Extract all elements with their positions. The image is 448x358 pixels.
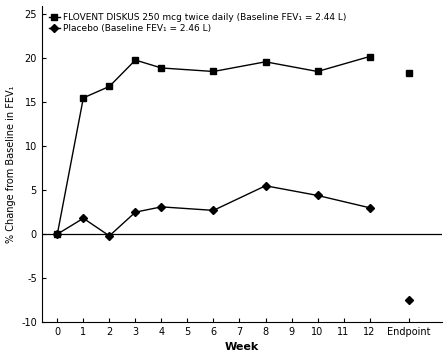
- Placebo (Baseline FEV₁ = 2.46 L): [315, 193, 320, 198]
- Legend: FLOVENT DISKUS 250 mcg twice daily (Baseline FEV₁ = 2.44 L), Placebo (Baseline F: FLOVENT DISKUS 250 mcg twice daily (Base…: [46, 10, 349, 36]
- FLOVENT DISKUS 250 mcg twice daily (Baseline FEV₁ = 2.44 L): [367, 54, 372, 59]
- Line: FLOVENT DISKUS 250 mcg twice daily (Baseline FEV₁ = 2.44 L): FLOVENT DISKUS 250 mcg twice daily (Base…: [55, 54, 372, 237]
- Y-axis label: % Change from Baseline in FEV₁: % Change from Baseline in FEV₁: [5, 85, 16, 242]
- FLOVENT DISKUS 250 mcg twice daily (Baseline FEV₁ = 2.44 L): [133, 58, 138, 62]
- Line: Placebo (Baseline FEV₁ = 2.46 L): Placebo (Baseline FEV₁ = 2.46 L): [54, 183, 373, 239]
- Placebo (Baseline FEV₁ = 2.46 L): [81, 216, 86, 221]
- FLOVENT DISKUS 250 mcg twice daily (Baseline FEV₁ = 2.44 L): [315, 69, 320, 74]
- FLOVENT DISKUS 250 mcg twice daily (Baseline FEV₁ = 2.44 L): [55, 232, 60, 236]
- FLOVENT DISKUS 250 mcg twice daily (Baseline FEV₁ = 2.44 L): [159, 66, 164, 70]
- FLOVENT DISKUS 250 mcg twice daily (Baseline FEV₁ = 2.44 L): [81, 96, 86, 100]
- FLOVENT DISKUS 250 mcg twice daily (Baseline FEV₁ = 2.44 L): [211, 69, 216, 74]
- Placebo (Baseline FEV₁ = 2.46 L): [263, 184, 268, 188]
- Placebo (Baseline FEV₁ = 2.46 L): [367, 205, 372, 210]
- X-axis label: Week: Week: [225, 343, 259, 352]
- FLOVENT DISKUS 250 mcg twice daily (Baseline FEV₁ = 2.44 L): [263, 60, 268, 64]
- Placebo (Baseline FEV₁ = 2.46 L): [133, 210, 138, 214]
- Placebo (Baseline FEV₁ = 2.46 L): [159, 205, 164, 209]
- FLOVENT DISKUS 250 mcg twice daily (Baseline FEV₁ = 2.44 L): [107, 84, 112, 88]
- Placebo (Baseline FEV₁ = 2.46 L): [211, 208, 216, 213]
- Placebo (Baseline FEV₁ = 2.46 L): [55, 232, 60, 236]
- Placebo (Baseline FEV₁ = 2.46 L): [107, 234, 112, 238]
